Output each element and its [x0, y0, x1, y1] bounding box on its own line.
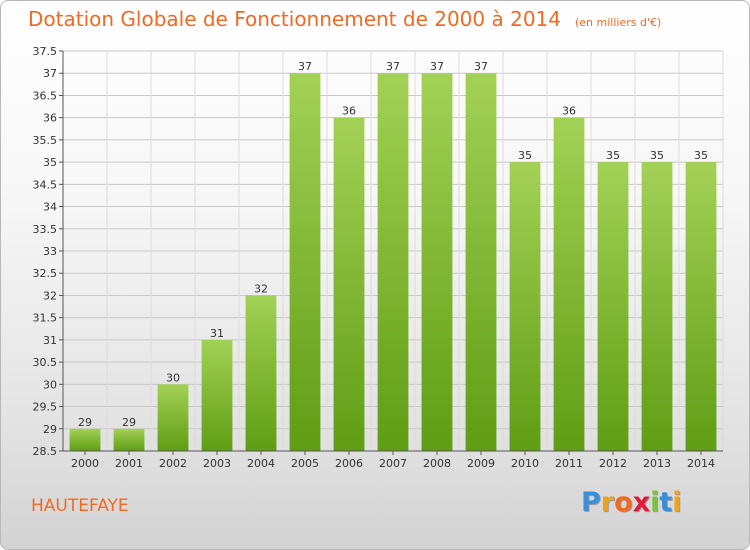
logo-letter: P: [581, 487, 601, 518]
x-tick-label: 2009: [467, 457, 495, 470]
y-tick-label: 37.5: [33, 45, 58, 58]
x-tick-label: 2003: [203, 457, 231, 470]
x-tick-label: 2014: [687, 457, 715, 470]
y-tick-label: 34: [43, 201, 57, 214]
x-tick-label: 2010: [511, 457, 539, 470]
y-tick-label: 32: [43, 289, 57, 302]
value-label: 35: [606, 149, 620, 162]
y-tick-label: 33.5: [33, 223, 58, 236]
value-label: 37: [474, 60, 488, 73]
x-tick-label: 2001: [115, 457, 143, 470]
value-label: 32: [254, 282, 268, 295]
x-tick-label: 2007: [379, 457, 407, 470]
value-label: 29: [122, 416, 136, 429]
value-label: 31: [210, 327, 224, 340]
value-label: 35: [650, 149, 664, 162]
bar-2011: [553, 117, 585, 452]
bar-2002: [157, 384, 189, 451]
value-label: 37: [386, 60, 400, 73]
y-tick-label: 29: [43, 423, 57, 436]
logo-letter: i: [672, 487, 682, 518]
bar-2014: [685, 162, 717, 451]
x-tick-label: 2012: [599, 457, 627, 470]
x-tick-label: 2013: [643, 457, 671, 470]
y-tick-label: 30.5: [33, 356, 58, 369]
value-label: 35: [518, 149, 532, 162]
y-tick-label: 31.5: [33, 312, 58, 325]
x-tick-label: 2005: [291, 457, 319, 470]
y-tick-label: 35: [43, 156, 57, 169]
labels: 28.5 29 29.5 30 30.5 31 31.5 32 32.5 33 33.5 34 34.5…: [33, 45, 716, 470]
bar-2005: [289, 73, 321, 451]
x-tick-label: 2004: [247, 457, 275, 470]
bar-2003: [201, 339, 233, 451]
bars: [69, 73, 717, 452]
y-tick-label: 32.5: [33, 267, 58, 280]
x-tick-label: 2006: [335, 457, 363, 470]
logo-letter: x: [632, 487, 651, 518]
logo-letter: o: [614, 487, 633, 518]
bar-2013: [641, 162, 673, 451]
value-label: 35: [694, 149, 708, 162]
value-label: 37: [430, 60, 444, 73]
place-name: HAUTEFAYE: [31, 496, 129, 516]
logo-letter: i: [650, 487, 660, 518]
y-tick-label: 30: [43, 378, 57, 391]
y-tick-label: 36: [43, 112, 57, 125]
bar-2009: [465, 73, 497, 451]
value-label: 30: [166, 371, 180, 384]
y-tick-label: 31: [43, 334, 57, 347]
bar-2004: [245, 295, 277, 451]
bar-2006: [333, 117, 365, 452]
bar-2008: [421, 73, 453, 451]
chart-title: Dotation Globale de Fonctionnement de 20…: [28, 7, 661, 31]
x-tick-label: 2000: [71, 457, 99, 470]
bar-2010: [509, 162, 541, 451]
y-tick-label: 29.5: [33, 401, 58, 414]
logo-letter: r: [600, 487, 615, 518]
y-tick-label: 33: [43, 245, 57, 258]
bar-2012: [597, 162, 629, 451]
value-label: 36: [562, 105, 576, 118]
value-label: 36: [342, 105, 356, 118]
bar-2007: [377, 73, 409, 451]
x-tick-label: 2011: [555, 457, 583, 470]
value-label: 29: [78, 416, 92, 429]
y-tick-label: 35.5: [33, 134, 58, 147]
bar-2000: [69, 428, 101, 451]
bar-2001: [113, 428, 145, 451]
x-tick-label: 2002: [159, 457, 187, 470]
y-tick-label: 34.5: [33, 178, 58, 191]
y-tick-label: 28.5: [33, 445, 58, 458]
axes: [59, 50, 723, 455]
title-unit: (en milliers d'€): [575, 16, 662, 29]
proxiti-logo[interactable]: Proxiti: [581, 487, 682, 518]
y-tick-label: 37: [43, 67, 57, 80]
y-tick-label: 36.5: [33, 89, 58, 102]
title-text: Dotation Globale de Fonctionnement de 20…: [28, 7, 561, 31]
value-label: 37: [298, 60, 312, 73]
logo-letter: t: [659, 487, 673, 518]
x-tick-label: 2008: [423, 457, 451, 470]
